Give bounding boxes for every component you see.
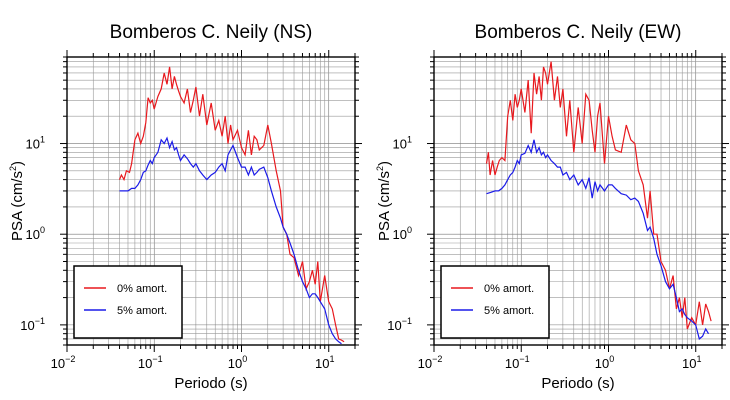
y-axis-label: PSA (cm/s2) — [8, 161, 26, 241]
x-tick-label: 10−1 — [138, 354, 163, 371]
y-tick-label: 10−1 — [387, 316, 412, 333]
x-tick-exponent: 0 — [242, 354, 247, 364]
series-line-damped — [486, 139, 710, 340]
y-tick-exponent: 0 — [40, 225, 45, 235]
x-tick-exponent: 1 — [329, 354, 334, 364]
chart-title: Bomberos C. Neily (NS) — [110, 22, 313, 43]
y-tick-label: 101 — [26, 135, 45, 152]
x-tick-exponent: 0 — [609, 354, 614, 364]
legend: 0% amort. 5% amort. — [440, 265, 550, 339]
legend-box — [73, 265, 183, 339]
grid — [66, 56, 356, 346]
x-axis-label: Periodo (s) — [174, 375, 247, 392]
y-tick-exponent: 1 — [40, 135, 45, 145]
y-tick-exponent: −1 — [402, 316, 412, 326]
x-tick-label: 101 — [682, 354, 701, 371]
legend: 0% amort. 5% amort. — [73, 265, 183, 339]
legend-label: 5% amort. — [117, 305, 167, 317]
y-axis-label: PSA (cm/s2) — [375, 161, 393, 241]
y-axis-label-exponent: 2 — [8, 166, 18, 171]
legend-label: 0% amort. — [484, 283, 534, 295]
x-tick-label: 10−2 — [418, 354, 443, 371]
plot-frame — [433, 56, 723, 346]
x-tick-label: 101 — [315, 354, 334, 371]
x-tick-exponent: −1 — [519, 354, 529, 364]
y-tick-label: 10−1 — [20, 316, 45, 333]
x-axis-label: Periodo (s) — [541, 375, 614, 392]
x-tick-exponent: −2 — [432, 354, 442, 364]
chart-title: Bomberos C. Neily (EW) — [475, 22, 682, 43]
legend-label: 5% amort. — [484, 305, 534, 317]
plot-frame — [66, 56, 356, 346]
x-tick-exponent: 1 — [696, 354, 701, 364]
y-tick-exponent: 1 — [407, 135, 412, 145]
y-tick-label: 100 — [26, 225, 45, 242]
x-tick-label: 10−2 — [51, 354, 76, 371]
y-tick-label: 100 — [393, 225, 412, 242]
y-tick-exponent: −1 — [35, 316, 45, 326]
x-tick-label: 10−1 — [505, 354, 530, 371]
y-tick-label: 101 — [393, 135, 412, 152]
series-line-undamped — [485, 61, 712, 330]
y-tick-exponent: 0 — [407, 225, 412, 235]
legend-label: 0% amort. — [117, 283, 167, 295]
x-tick-label: 100 — [228, 354, 247, 371]
x-tick-exponent: −2 — [65, 354, 75, 364]
x-tick-label: 100 — [595, 354, 614, 371]
y-axis-label-close: ) — [376, 161, 393, 166]
x-tick-exponent: −1 — [152, 354, 162, 364]
y-axis-label-close: ) — [9, 161, 26, 166]
legend-box — [440, 265, 550, 339]
y-axis-label-exponent: 2 — [375, 166, 385, 171]
series-line-damped — [119, 136, 342, 345]
